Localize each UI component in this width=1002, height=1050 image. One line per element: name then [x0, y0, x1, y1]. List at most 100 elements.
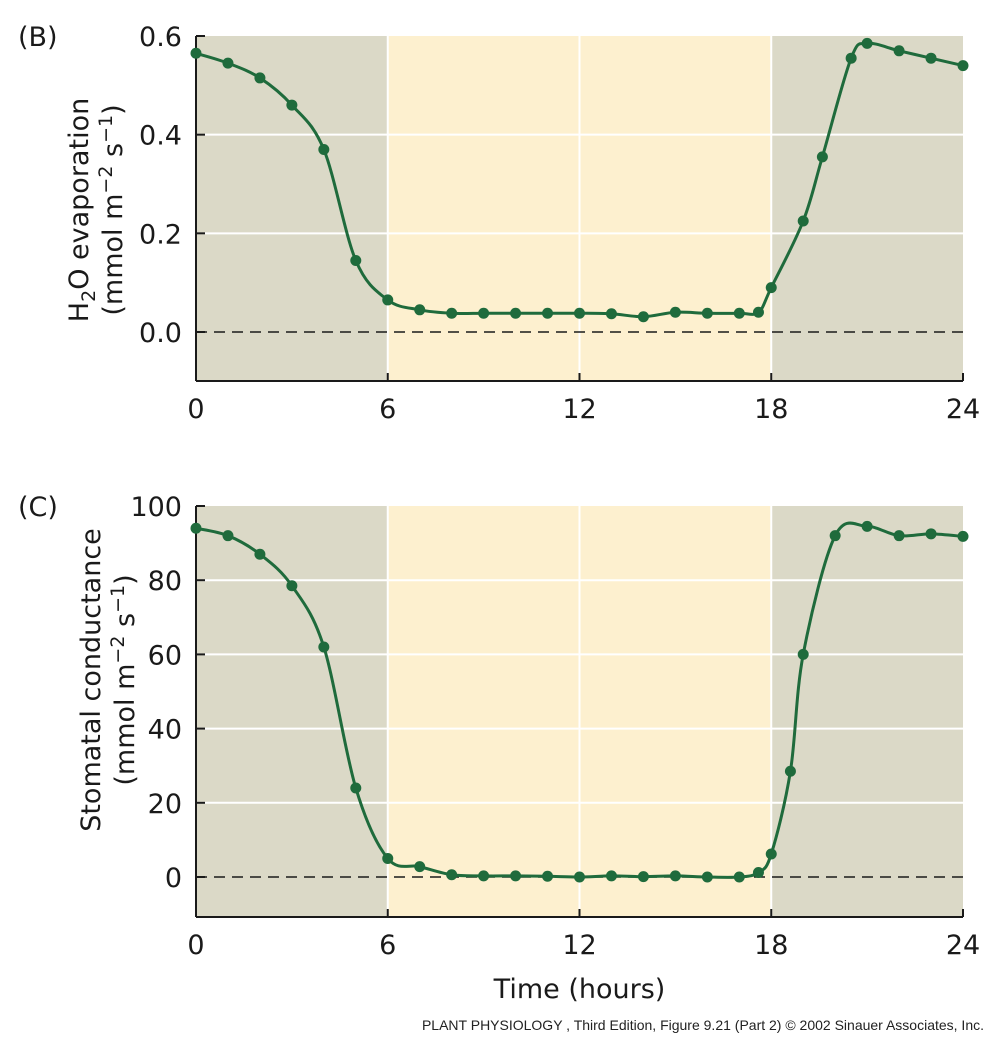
data-point [574, 307, 585, 319]
y-tick-label: 40 [148, 715, 182, 746]
y-axis-title-subscript: 2 [78, 290, 100, 302]
y-axis-units-part: s [110, 613, 141, 636]
data-point [925, 52, 937, 64]
data-point [669, 306, 681, 318]
data-point [318, 641, 330, 653]
y-axis-units-superscript: −1 [95, 115, 117, 143]
data-point [350, 254, 362, 266]
y-axis-units: (mmol m−2 s−1) [95, 104, 129, 315]
y-axis-title-part: O evaporation [64, 98, 95, 290]
x-tick-label: 6 [379, 930, 396, 961]
y-axis-units-superscript: −1 [107, 585, 129, 613]
x-tick-label: 24 [946, 930, 980, 961]
data-point [752, 867, 764, 879]
data-point [893, 530, 905, 542]
data-point [222, 57, 234, 69]
data-point [733, 307, 745, 319]
data-point [478, 870, 490, 882]
data-point [382, 294, 394, 306]
data-point [893, 45, 905, 57]
y-axis-title: Stomatal conductance [76, 528, 107, 832]
x-tick-label: 12 [562, 394, 596, 425]
data-point [765, 848, 777, 860]
data-point [797, 215, 809, 227]
data-point [861, 37, 873, 49]
y-axis-units-part: (mmol m [110, 664, 141, 786]
y-tick-label: 80 [148, 566, 182, 597]
data-point [254, 72, 266, 84]
data-point [637, 311, 649, 323]
data-point [669, 870, 681, 882]
y-tick-label: 0.2 [139, 219, 182, 250]
y-tick-label: 0.0 [139, 318, 182, 349]
data-point [446, 307, 458, 319]
data-point [446, 869, 458, 881]
x-tick-label: 24 [946, 394, 980, 425]
data-point [222, 530, 234, 542]
y-tick-label: 60 [148, 640, 182, 671]
data-point [701, 871, 713, 883]
dark-period-band [771, 36, 963, 381]
data-point [190, 522, 202, 534]
panel-c: 0 20 40 60 80 100 0 6 12 18 24 (C) Stomatal conducta… [18, 492, 980, 1005]
data-point [701, 307, 713, 319]
data-point [574, 871, 585, 883]
x-tick-label: 12 [562, 930, 596, 961]
data-point [861, 520, 873, 532]
data-point [957, 530, 969, 542]
data-point [797, 648, 809, 660]
panel-label: (C) [18, 492, 58, 523]
data-point [510, 870, 522, 882]
data-point [816, 151, 828, 163]
y-axis-units-part: ) [110, 574, 141, 585]
data-point [957, 60, 969, 72]
data-point [542, 307, 554, 319]
data-point [605, 870, 617, 882]
data-point [542, 870, 554, 882]
data-point [784, 765, 796, 777]
y-axis-units: (mmol m−2 s−1) [107, 574, 141, 785]
x-tick-label: 0 [187, 394, 204, 425]
data-point [254, 548, 266, 560]
y-axis-units-superscript: −2 [107, 636, 129, 664]
y-axis-title-part: Stomatal conductance [76, 528, 107, 832]
data-point [765, 282, 777, 294]
data-point [414, 861, 426, 873]
x-tick-label: 0 [187, 930, 204, 961]
data-point [382, 852, 394, 864]
panel-b: 0.0 0.2 0.4 0.6 0 6 12 18 24 (B) H2O evaporation (m… [18, 22, 980, 425]
dark-period-band [196, 36, 388, 381]
figure-credit: PLANT PHYSIOLOGY , Third Edition, Figure… [421, 1017, 984, 1033]
y-tick-label: 100 [130, 492, 182, 523]
y-tick-label: 0.4 [139, 121, 182, 152]
dark-period-band [196, 506, 388, 917]
x-axis-title: Time (hours) [493, 974, 666, 1005]
y-axis-title-part: H [64, 302, 95, 322]
y-axis-units-part: s [98, 143, 129, 166]
data-point [318, 143, 330, 155]
data-point [510, 307, 522, 319]
data-point [925, 528, 937, 540]
data-point [414, 304, 426, 316]
data-point [845, 52, 857, 64]
y-tick-label: 0 [165, 863, 182, 894]
data-point [605, 308, 617, 320]
data-point [350, 782, 362, 794]
data-point [478, 307, 490, 319]
data-point [733, 871, 745, 883]
data-point [829, 530, 841, 542]
y-tick-label: 20 [148, 789, 182, 820]
y-axis-units-part: (mmol m [98, 194, 129, 316]
x-tick-label: 6 [379, 394, 396, 425]
data-point [286, 99, 298, 111]
y-axis-title: H2O evaporation [64, 98, 100, 322]
dark-period-band [771, 506, 963, 917]
data-point [637, 871, 649, 883]
data-point [190, 47, 202, 59]
data-point [286, 580, 298, 592]
data-point [752, 306, 764, 318]
x-tick-label: 18 [754, 930, 788, 961]
y-tick-label: 0.6 [139, 22, 182, 53]
x-tick-label: 18 [754, 394, 788, 425]
